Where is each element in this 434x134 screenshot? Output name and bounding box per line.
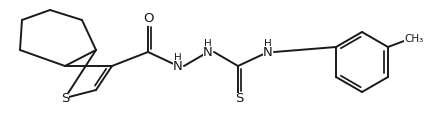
- Text: S: S: [61, 92, 69, 105]
- Text: N: N: [173, 59, 183, 72]
- Text: O: O: [144, 12, 154, 25]
- Text: CH₃: CH₃: [404, 34, 424, 44]
- Text: N: N: [203, 46, 213, 59]
- Text: H: H: [204, 39, 212, 49]
- Text: N: N: [263, 46, 273, 59]
- Text: H: H: [264, 39, 272, 49]
- Text: S: S: [235, 92, 243, 105]
- Text: H: H: [174, 53, 182, 63]
